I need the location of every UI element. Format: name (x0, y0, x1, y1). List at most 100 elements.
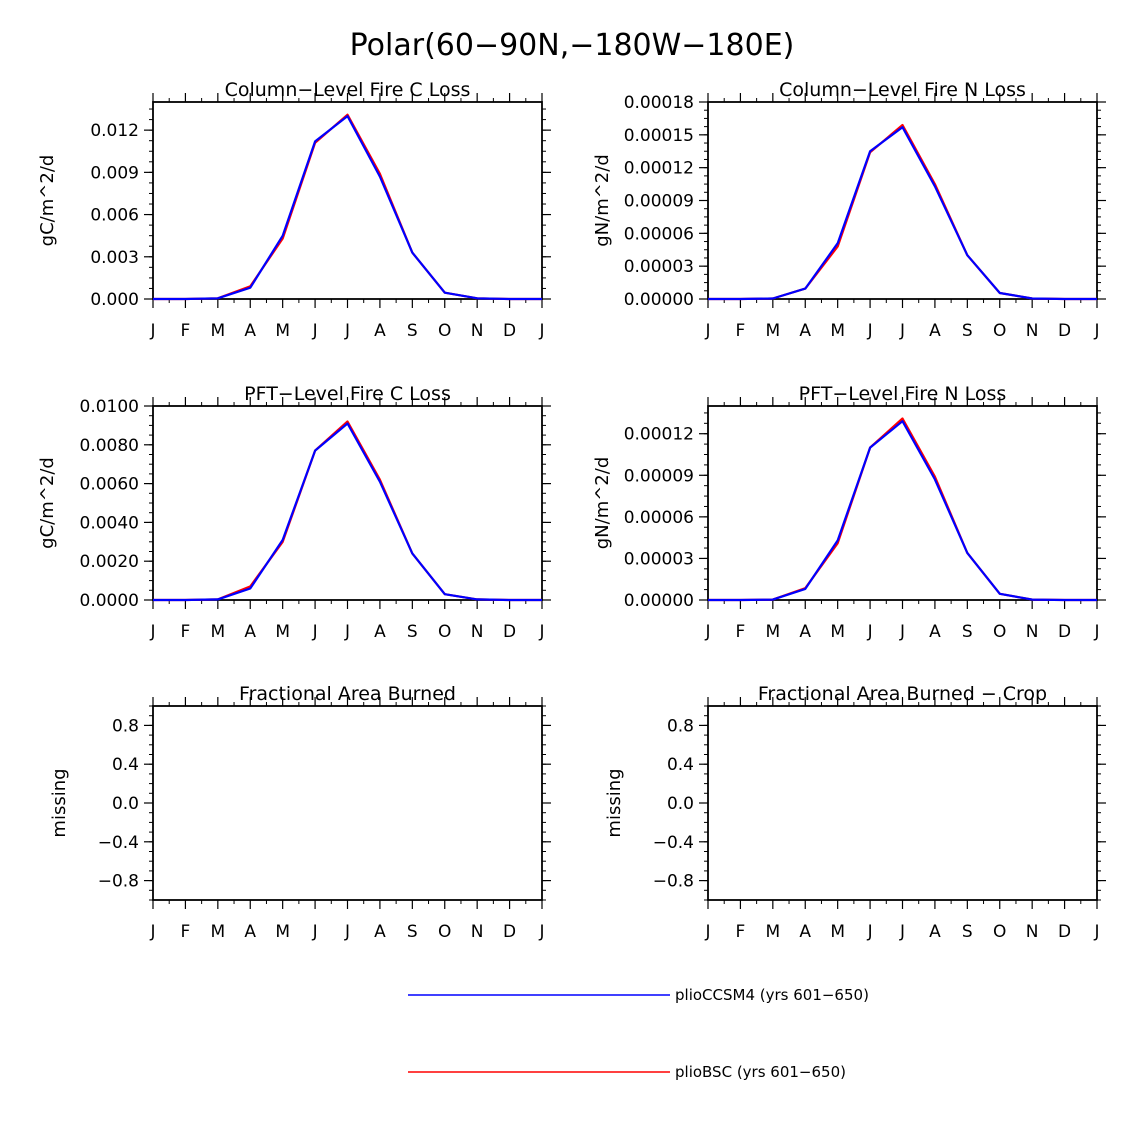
y-tick-label: 0.00003 (624, 549, 694, 569)
y-tick-label: 0.0060 (80, 475, 139, 495)
x-tick-label: A (244, 321, 256, 341)
y-tick-label: 0.4 (667, 755, 694, 775)
x-tick-label: S (407, 922, 418, 942)
y-tick-label: 0.00000 (624, 290, 694, 310)
x-tick-label: F (736, 622, 746, 642)
y-tick-label: 0.00000 (624, 591, 694, 611)
figure-title: Polar(60−90N,−180W−180E) (350, 28, 795, 63)
y-axis-label: missing (49, 768, 70, 837)
x-tick-label: J (538, 321, 544, 341)
y-tick-label: 0.0020 (80, 552, 139, 572)
y-tick-label: 0.00012 (624, 159, 694, 179)
legend-label-plioCCSM4: plioCCSM4 (yrs 601−650) (675, 986, 869, 1004)
y-tick-label: 0.4 (112, 755, 139, 775)
y-tick-label: 0.00006 (624, 224, 694, 244)
x-tick-label: J (149, 321, 155, 341)
series-line-plioCCSM4 (153, 114, 542, 301)
x-tick-label: A (244, 622, 256, 642)
x-tick-label: J (704, 321, 710, 341)
x-tick-label: D (1058, 321, 1071, 341)
x-tick-label: J (899, 321, 905, 341)
series-line-plioBSC (708, 417, 1097, 602)
x-tick-label: J (867, 922, 873, 942)
x-tick-label: N (1026, 922, 1039, 942)
y-tick-label: 0.012 (90, 121, 139, 141)
plot-frame (152, 705, 543, 901)
y-tick-label: 0.00018 (624, 93, 694, 113)
panel-title: Column−Level Fire N Loss (779, 79, 1026, 101)
x-tick-label: M (275, 922, 290, 942)
x-tick-label: M (210, 622, 225, 642)
x-tick-label: J (704, 622, 710, 642)
x-tick-label: A (244, 922, 256, 942)
x-tick-label: J (344, 321, 350, 341)
x-tick-label: M (210, 321, 225, 341)
x-tick-label: A (929, 321, 941, 341)
x-tick-label: A (929, 622, 941, 642)
y-axis-label: gC/m^2/d (37, 457, 58, 549)
x-tick-label: J (344, 922, 350, 942)
x-tick-label: J (867, 622, 873, 642)
plot-frame (707, 705, 1098, 901)
y-tick-label: 0.0 (112, 794, 139, 814)
x-tick-label: F (181, 622, 191, 642)
x-tick-label: M (765, 622, 780, 642)
y-axis-label: gC/m^2/d (37, 155, 58, 247)
y-axis-label: missing (604, 768, 625, 837)
series-line-plioBSC (153, 420, 542, 602)
x-tick-label: N (471, 622, 484, 642)
x-tick-label: S (962, 922, 973, 942)
x-tick-label: J (312, 622, 318, 642)
series-line-plioCCSM4 (153, 422, 542, 602)
x-tick-label: J (344, 622, 350, 642)
x-tick-label: S (962, 321, 973, 341)
series-line-plioCCSM4 (708, 420, 1097, 602)
x-tick-label: J (899, 622, 905, 642)
x-tick-label: J (1093, 321, 1099, 341)
plot-frame (152, 101, 543, 300)
y-tick-label: 0.00006 (624, 508, 694, 528)
x-tick-label: M (830, 622, 845, 642)
x-tick-label: A (374, 922, 386, 942)
x-tick-label: M (830, 922, 845, 942)
x-tick-label: N (471, 321, 484, 341)
x-tick-label: D (503, 622, 516, 642)
y-tick-label: −0.8 (98, 872, 139, 892)
y-tick-label: 0.0 (667, 794, 694, 814)
x-tick-label: D (1058, 922, 1071, 942)
panel-title: PFT−Level Fire C Loss (244, 383, 451, 405)
x-tick-label: O (993, 622, 1006, 642)
x-tick-label: J (538, 922, 544, 942)
y-tick-label: 0.00015 (624, 126, 694, 146)
x-tick-label: J (149, 922, 155, 942)
x-tick-label: O (993, 321, 1006, 341)
y-tick-label: 0.000 (90, 290, 139, 310)
x-tick-label: M (275, 321, 290, 341)
x-tick-label: M (765, 922, 780, 942)
panel-title: PFT−Level Fire N Loss (799, 383, 1007, 405)
x-tick-label: J (149, 622, 155, 642)
y-tick-label: 0.8 (112, 716, 139, 736)
x-tick-label: F (181, 321, 191, 341)
x-tick-label: M (765, 321, 780, 341)
series-line-plioBSC (708, 123, 1097, 301)
plot-frame (707, 405, 1098, 601)
y-tick-label: 0.0080 (80, 436, 139, 456)
x-tick-label: A (799, 321, 811, 341)
x-tick-label: M (210, 922, 225, 942)
x-tick-label: A (799, 622, 811, 642)
legend: plioCCSM4 (yrs 601−650) plioBSC (yrs 601… (408, 986, 869, 1081)
x-tick-label: N (1026, 321, 1039, 341)
x-tick-label: J (538, 622, 544, 642)
series-line-plioCCSM4 (708, 126, 1097, 301)
x-tick-label: O (993, 922, 1006, 942)
panel-title: Column−Level Fire C Loss (225, 79, 471, 101)
x-tick-label: D (1058, 622, 1071, 642)
x-tick-label: F (181, 922, 191, 942)
x-tick-label: J (1093, 922, 1099, 942)
y-tick-label: 0.0100 (80, 397, 139, 417)
